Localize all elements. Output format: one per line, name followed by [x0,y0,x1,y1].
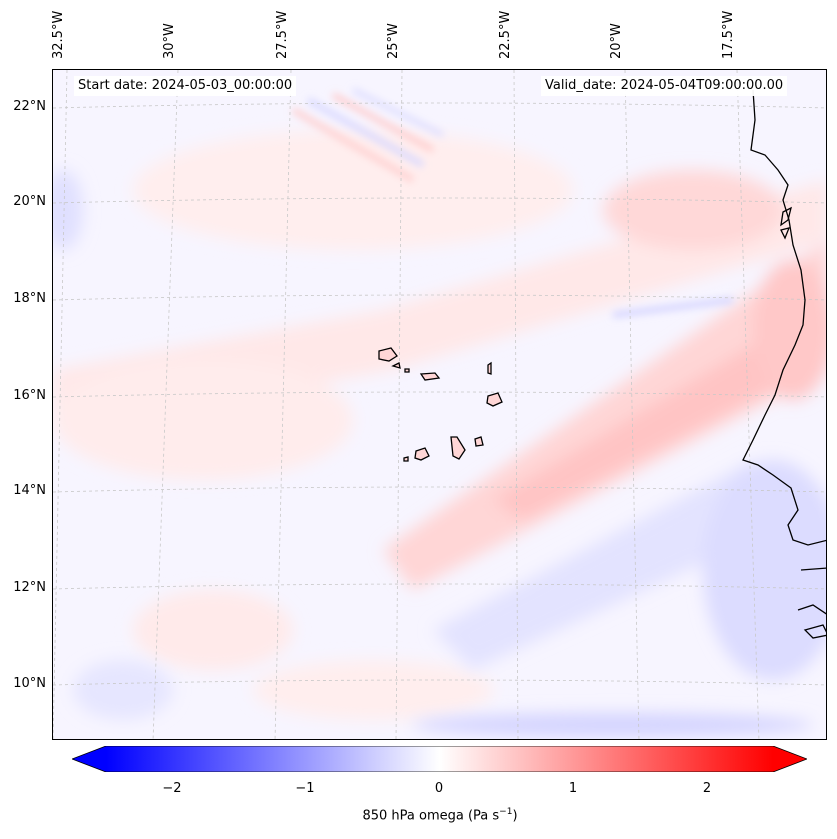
wave-streak-3 [331,92,435,153]
omega-positive-patches [53,130,826,720]
island-boa-vista [486,392,503,407]
colorbar-label: 850 hPa omega (Pa s−1) [0,807,837,823]
parallel [53,197,826,204]
island-sao-nicolau [419,372,441,381]
africa-coast [742,89,826,546]
positive-patch-coast-north [603,170,783,250]
meridian [736,70,760,739]
island-fogo [414,447,430,461]
coast-islet [780,206,792,227]
island-sal [487,361,492,375]
cabo-verde-islands [378,347,503,462]
meridian [53,70,68,739]
lat-label-14n: 14°N [13,483,46,498]
island-santo-antao [378,347,398,362]
colorbar-tick-1: 1 [568,781,578,796]
parallel [53,679,826,686]
wave-streak-1 [291,107,415,183]
positive-patch-coast [753,260,826,400]
meridian [395,70,403,739]
positive-patch-south [253,660,493,720]
lat-label-16n: 16°N [13,388,46,403]
island-brava [403,456,409,462]
meridian [274,70,292,739]
lon-label-27-5w: 27.5°W [275,10,290,59]
colorbar-gradient [106,746,773,772]
negative-band-south [433,460,753,670]
valid-date-label: Valid_date: 2024-05-04T09:00:00.00 [541,76,788,96]
island-sao-vicente [391,362,401,369]
positive-band-main [383,241,826,590]
colorbar [72,746,807,772]
wave-streak-5 [612,297,734,318]
parallel [53,583,826,590]
island-santa-luzia [404,368,410,373]
negative-patch-west [53,170,83,250]
colorbar-tick-0: 0 [434,781,444,796]
omega-map [52,69,827,740]
meridian [513,70,519,739]
colorbar-tick-minus2: −2 [162,781,182,796]
colorbar-tick-minus1: −1 [295,781,315,796]
meridian [624,70,640,739]
wave-streak-4 [351,87,445,138]
start-date-label: Start date: 2024-05-03_00:00:00 [74,76,297,96]
positive-patch-north [133,130,573,250]
lon-label-32-5w: 32.5°W [51,10,66,59]
parallel [53,391,826,398]
gambia-river [800,567,826,571]
colorbar-label-text: 850 hPa omega (Pa s [362,808,500,824]
lat-label-12n: 12°N [13,580,46,595]
lon-label-22-5w: 22.5°W [498,10,513,59]
lat-label-22n: 22°N [13,99,46,114]
lon-label-17-5w: 17.5°W [721,10,736,59]
lon-label-25w: 25°W [386,23,401,59]
colorbar-extend-max [773,746,807,772]
island-maio [474,436,484,447]
wave-streak-2 [306,97,425,168]
coast-inlet [797,604,826,615]
island-santiago [450,436,466,460]
positive-band-core [493,301,826,520]
parallel [53,486,826,493]
lon-label-20w: 20°W [609,23,624,59]
positive-patch-southwest [133,590,293,670]
gravity-wave-streaks [291,87,734,318]
parallel [53,294,826,301]
negative-patch-southwest [73,660,173,720]
colorbar-extend-min [72,746,106,772]
parallel [53,102,826,109]
colorbar-tick-2: 2 [702,781,712,796]
lat-label-18n: 18°N [13,291,46,306]
colorbar-label-exponent: −1 [499,807,513,817]
lat-label-10n: 10°N [13,676,46,691]
meridian [152,70,179,739]
negative-strip-bottom [413,713,813,737]
colorbar-label-end: ) [512,808,518,824]
coastline [742,89,826,639]
bijagos-island [803,624,826,639]
omega-negative-patches [53,170,826,737]
lat-label-20n: 20°N [13,194,46,209]
positive-patch-west [53,360,353,480]
omega-field-svg [53,70,826,739]
lon-label-30w: 30°W [162,23,177,59]
graticule [53,70,826,739]
coast-islet [780,227,791,240]
